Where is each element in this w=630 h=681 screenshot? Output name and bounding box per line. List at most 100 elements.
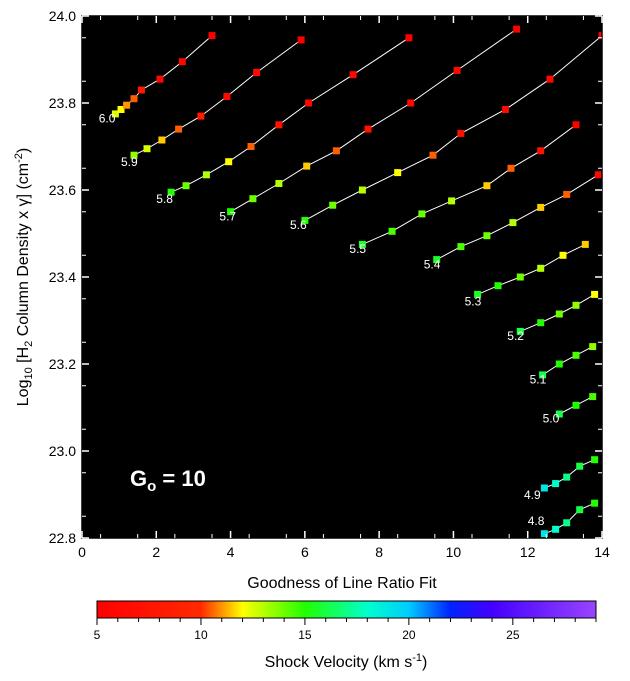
data-point (167, 188, 175, 196)
data-point (572, 121, 580, 129)
data-point (537, 319, 545, 327)
series-label: 5.1 (530, 373, 547, 387)
data-point (457, 243, 465, 251)
data-point (546, 75, 554, 83)
chart-annotation: Go = 10 (130, 466, 206, 495)
data-point (501, 106, 509, 113)
data-point (483, 182, 491, 190)
data-point (394, 169, 402, 177)
y-axis-label: Log10 [H2 Column Density x γ] (cm-2) (13, 148, 35, 406)
series-label: 5.8 (156, 192, 173, 206)
data-point (594, 171, 602, 179)
data-point (223, 93, 231, 100)
data-point (572, 401, 580, 409)
data-point (483, 232, 491, 240)
series-layer (111, 25, 602, 538)
series-line (542, 346, 593, 376)
colorbar-tick-label: 25 (506, 628, 520, 642)
data-point (537, 203, 545, 211)
data-point (509, 219, 517, 227)
data-point (539, 371, 547, 379)
data-point (305, 99, 313, 107)
data-point (158, 136, 166, 144)
colorbar-tick-label: 10 (194, 628, 208, 642)
data-point (249, 195, 257, 203)
data-point (589, 393, 597, 401)
data-point (156, 75, 164, 83)
data-point (598, 32, 602, 40)
data-point (247, 143, 255, 150)
x-tick-label: 8 (375, 544, 383, 560)
data-point (208, 32, 216, 40)
data-point (563, 190, 571, 198)
data-point (563, 473, 571, 481)
data-point (364, 125, 372, 133)
data-point (516, 273, 524, 281)
colorbar-tick-label: 15 (298, 628, 312, 642)
data-point (555, 360, 563, 368)
x-tick-label: 2 (152, 544, 160, 560)
data-point (494, 282, 502, 290)
data-point (111, 110, 119, 118)
data-point (301, 216, 309, 224)
series-5.4 (433, 171, 602, 264)
data-point (591, 456, 599, 464)
data-point (457, 129, 465, 137)
y-tick-label: 23.0 (49, 443, 76, 459)
series-label: 5.5 (349, 242, 366, 256)
data-point (407, 99, 415, 107)
y-tick-label: 23.2 (49, 356, 76, 372)
x-tick-label: 14 (594, 544, 610, 560)
data-point (197, 112, 205, 120)
data-point (591, 499, 599, 507)
data-point (474, 290, 482, 298)
data-point (555, 410, 563, 418)
data-point (130, 151, 138, 159)
data-point (349, 71, 357, 79)
y-tick-label: 23.8 (49, 95, 76, 111)
series-5.5 (358, 121, 580, 248)
data-point (275, 180, 283, 187)
series-label: 5.3 (465, 294, 482, 308)
data-point (572, 301, 580, 309)
data-point (358, 186, 366, 194)
series-label: 5.4 (424, 257, 441, 271)
colorbar-label: Shock Velocity (km s-1) (265, 652, 428, 671)
data-point (303, 162, 311, 170)
plot-background (82, 16, 602, 538)
data-point (175, 125, 183, 133)
data-point (516, 327, 524, 335)
data-point (202, 171, 210, 179)
data-point (552, 480, 560, 488)
colorbar-gradient (96, 600, 597, 619)
data-point (429, 151, 437, 159)
y-tick-label: 22.8 (49, 530, 76, 546)
series-5.3 (474, 240, 589, 298)
data-point (358, 240, 366, 248)
data-point (405, 34, 413, 42)
data-point (253, 69, 261, 76)
data-point (513, 25, 521, 33)
y-tick-label: 23.6 (49, 182, 76, 198)
data-point (540, 530, 548, 538)
series-label: 6.0 (99, 112, 116, 126)
series-label: 4.9 (524, 488, 541, 502)
data-point (576, 462, 584, 470)
data-point (182, 182, 190, 190)
series-6.0 (111, 32, 216, 118)
series-4.8 (540, 499, 599, 538)
data-point (137, 86, 145, 94)
data-point (225, 158, 233, 166)
data-point (433, 256, 441, 264)
series-label: 5.0 (543, 412, 560, 426)
data-point (572, 351, 580, 359)
data-point (591, 290, 599, 298)
data-point (123, 101, 131, 109)
series-label: 5.9 (121, 155, 138, 169)
data-point (540, 484, 548, 492)
data-point (275, 121, 283, 129)
x-tick-label: 6 (301, 544, 309, 560)
series-5.8 (167, 34, 413, 196)
series-label: 5.7 (219, 209, 236, 223)
